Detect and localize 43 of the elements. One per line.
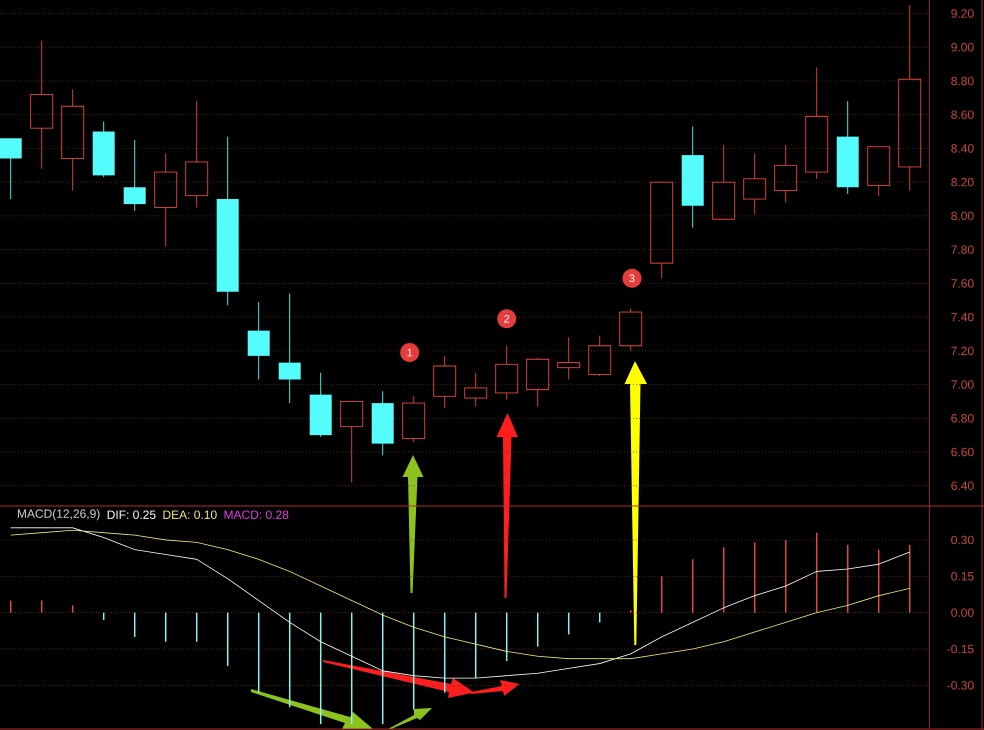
candlestick: [30, 40, 54, 170]
candlestick: [0, 138, 22, 200]
y-tick-label: 8.60: [951, 110, 974, 119]
series-label: DIF: 0.25: [108, 510, 156, 519]
series-label: DEA: 0.10: [163, 510, 217, 519]
y-tick-label: 6.40: [951, 482, 974, 490]
candlestick: [898, 4, 922, 192]
candlestick: [185, 100, 208, 208]
candlestick: [712, 144, 736, 220]
candlestick: [340, 400, 364, 483]
y-tick-label: 8.20: [951, 178, 974, 186]
y-tick-label: 0.30: [951, 536, 974, 544]
candlestick: [124, 140, 146, 212]
annotation: MACD: 0.28: [224, 510, 288, 519]
y-tick-label: 6.60: [951, 448, 974, 456]
annotation: 2: [504, 314, 510, 323]
candlestick: [61, 88, 84, 192]
y-tick-label: 7.40: [951, 312, 974, 322]
candlestick: [278, 293, 301, 404]
candlestick: [650, 182, 674, 279]
candlestick: [433, 355, 456, 409]
y-tick-label: 9.00: [951, 42, 974, 52]
annotation: 3: [629, 274, 635, 282]
y-tick-label: 8.00: [951, 212, 974, 220]
candlestick: [557, 336, 580, 380]
y-tick-label: -0.30: [947, 681, 974, 690]
annotation: 1: [407, 348, 412, 356]
y-tick-label: 7.20: [951, 346, 974, 356]
y-tick-label: 0.00: [951, 608, 974, 617]
candlestick: [743, 153, 766, 215]
candlestick: [774, 144, 798, 203]
y-tick-label: 7.80: [951, 245, 974, 254]
y-tick-label: 0.15: [951, 572, 974, 581]
y-tick-label: 6.80: [951, 414, 974, 423]
y-tick-label: -0.15: [947, 644, 974, 654]
candlestick: [867, 146, 890, 196]
legend-title: MACD(12,26,9): [18, 509, 100, 520]
y-tick-label: 8.80: [951, 76, 974, 86]
y-tick-label: 7.60: [951, 279, 974, 288]
y-tick-label: 7.00: [951, 380, 974, 389]
y-tick-label: 9.20: [951, 9, 974, 18]
y-tick-label: 8.40: [951, 144, 974, 153]
candlestick: [154, 153, 178, 247]
